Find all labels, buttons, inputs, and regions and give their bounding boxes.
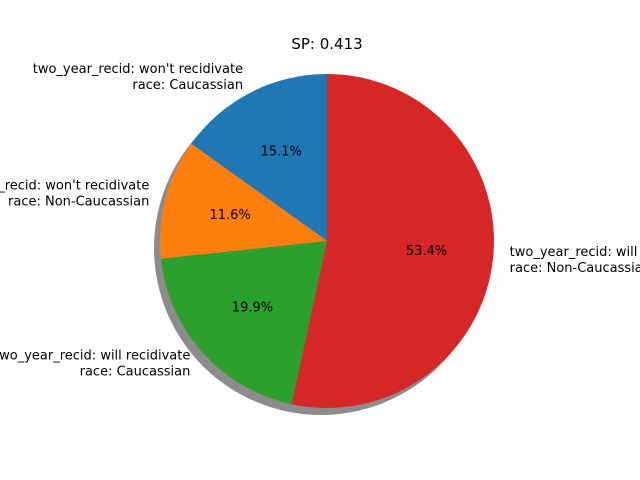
pie-slice-4	[291, 74, 494, 408]
pie-category-label-line: race: Non-Caucassian	[510, 261, 640, 276]
chart-title: SP: 0.413	[291, 35, 362, 53]
pie-percent-label-3: 19.9%	[232, 300, 273, 315]
pie-category-label-line: race: Caucassian	[80, 364, 191, 379]
pie-slice-1	[191, 74, 327, 241]
pie-category-label-3: two_year_recid: will recidivate race: Cau…	[0, 348, 190, 379]
pie-category-label-line: two_year_recid: won't recidivate	[0, 179, 149, 194]
pie-slice-3	[160, 241, 327, 405]
pie-category-label-line: two_year_recid: won't recidivate	[33, 62, 243, 77]
pie-category-label-line: race: Non-Caucassian	[8, 195, 149, 210]
pie-percent-label-2: 11.6%	[209, 208, 250, 223]
pie-category-label-line: two_year_recid: will recidivate	[510, 245, 640, 260]
pie-category-label-1: two_year_recid: won't recidivate race: Ca…	[33, 62, 243, 93]
pie-category-label-line: two_year_recid: will recidivate	[0, 348, 190, 363]
pie-labels: 15.1%two_year_recid: won't recidivate rac…	[0, 62, 640, 379]
pie-percent-label-4: 53.4%	[406, 244, 447, 259]
pie-slice-2	[159, 143, 327, 259]
pie-category-label-line: race: Caucassian	[132, 78, 243, 93]
pie-slices	[159, 74, 494, 408]
pie-percent-label-1: 15.1%	[261, 144, 302, 159]
